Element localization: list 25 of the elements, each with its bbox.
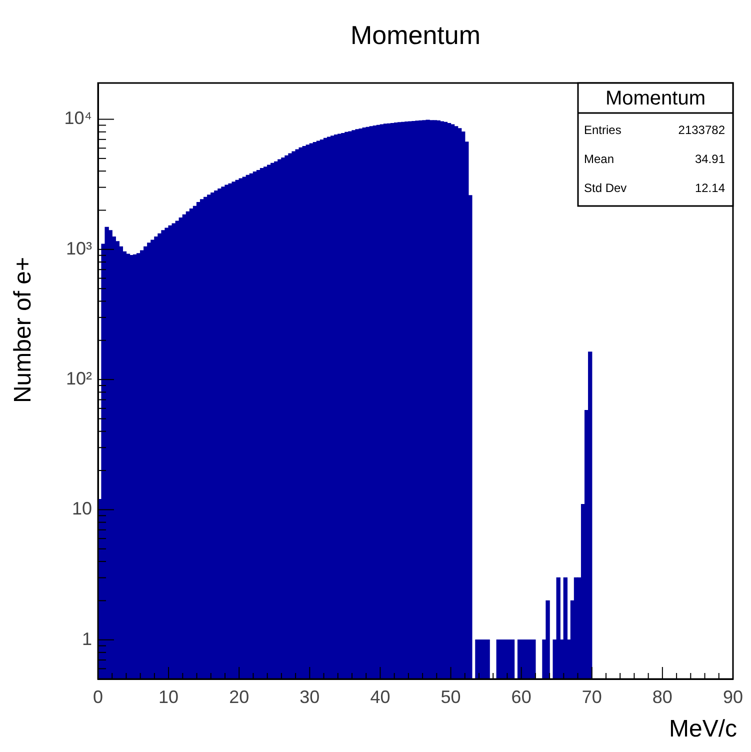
x-tick-label: 60 (511, 686, 532, 707)
annotation: Entries (584, 122, 622, 137)
y-axis-title: Number of e+ (10, 256, 37, 404)
x-tick-label: 90 (722, 686, 744, 707)
x-tick-label: 80 (652, 686, 672, 707)
y-tick-label: 10⁴ (64, 108, 92, 128)
x-tick-label: 20 (229, 686, 250, 707)
annotation: Momentum (605, 88, 706, 110)
x-axis-title: MeV/c (668, 716, 737, 743)
annotation: 2133782 (678, 122, 726, 137)
x-tick-label: 10 (158, 686, 179, 707)
x-tick-label: 30 (300, 686, 320, 707)
annotation: 34.91 (694, 152, 726, 166)
x-tick-label: 50 (440, 686, 461, 707)
y-tick-label: 1 (82, 628, 92, 649)
annotation: Std Dev (584, 180, 627, 195)
x-tick-label: 70 (582, 686, 602, 707)
annotation: Mean (584, 152, 614, 166)
annotation: 12.14 (694, 180, 726, 195)
x-tick-label: 40 (370, 686, 390, 707)
x-tick-label: 0 (92, 686, 104, 707)
y-tick-label: 10³ (66, 238, 92, 258)
chart-title: Momentum (350, 20, 481, 50)
y-tick-label: 10 (72, 498, 92, 519)
y-tick-label: 10² (66, 368, 92, 389)
